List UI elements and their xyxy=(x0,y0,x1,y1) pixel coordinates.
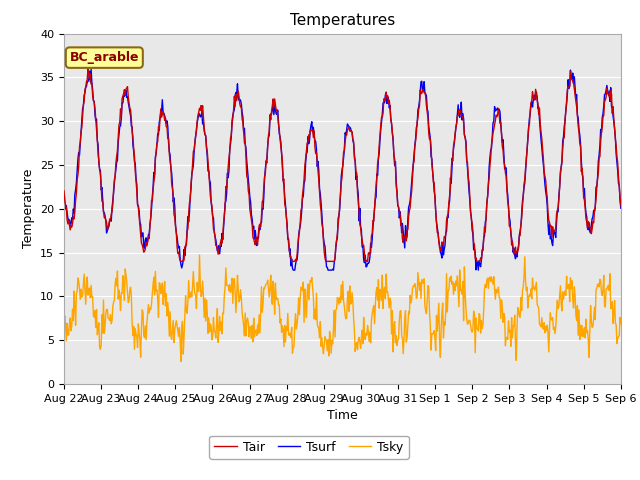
Tsurf xyxy=(289,267,297,273)
Tsurf xyxy=(617,205,625,211)
Tsurf xyxy=(60,185,68,191)
Tair xyxy=(617,203,625,208)
Line: Tsurf: Tsurf xyxy=(64,69,621,270)
Tair xyxy=(428,161,436,167)
Tsky xyxy=(428,331,436,336)
Tsurf xyxy=(185,219,193,225)
Line: Tsky: Tsky xyxy=(64,255,621,361)
Tsurf xyxy=(128,124,136,130)
X-axis label: Time: Time xyxy=(327,409,358,422)
Tsky xyxy=(177,359,185,364)
Tsky xyxy=(196,252,204,258)
Legend: Tair, Tsurf, Tsky: Tair, Tsurf, Tsky xyxy=(209,436,408,459)
Tsurf xyxy=(428,156,436,161)
Tsky xyxy=(127,294,135,300)
Tsurf xyxy=(70,210,78,216)
Tsky xyxy=(617,321,625,326)
Tsurf xyxy=(214,246,222,252)
Tsky xyxy=(70,288,78,294)
Tair xyxy=(186,200,193,206)
Line: Tair: Tair xyxy=(64,69,621,261)
Tsky xyxy=(60,320,68,325)
Tsky xyxy=(412,285,419,291)
Tair xyxy=(84,66,92,72)
Tair xyxy=(215,246,223,252)
Tsky xyxy=(185,277,193,283)
Tair xyxy=(70,216,78,222)
Tair xyxy=(412,138,419,144)
Y-axis label: Temperature: Temperature xyxy=(22,169,35,249)
Tair xyxy=(177,258,185,264)
Tsky xyxy=(215,328,223,334)
Title: Temperatures: Temperatures xyxy=(290,13,395,28)
Tair xyxy=(128,129,136,134)
Text: BC_arable: BC_arable xyxy=(70,51,139,64)
Tair xyxy=(60,188,68,194)
Tsurf xyxy=(412,136,419,142)
Tsurf xyxy=(87,66,95,72)
